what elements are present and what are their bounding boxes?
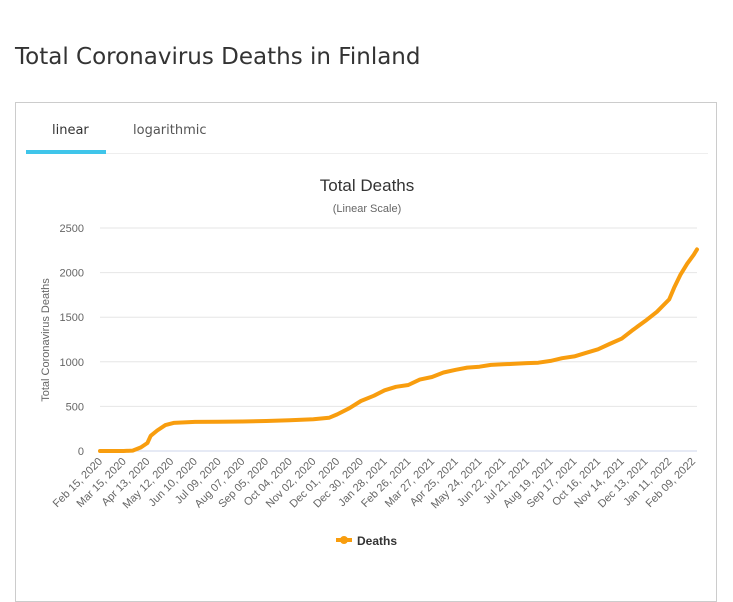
active-tab-indicator [26,150,106,154]
y-tick-label: 1500 [60,312,84,324]
y-tick-label: 1000 [60,357,84,369]
y-axis-label: Total Coronavirus Deaths [40,278,52,402]
chart-title: Total Deaths [320,176,415,195]
tab-logarithmic[interactable]: logarithmic [133,123,207,138]
y-tick-label: 500 [66,401,84,413]
chart-subtitle: (Linear Scale) [333,203,401,215]
legend-marker [340,536,348,544]
y-tick-label: 2500 [60,223,84,235]
page-title: Total Coronavirus Deaths in Finland [15,44,421,70]
y-tick-label: 2000 [60,268,84,280]
legend-item-deaths[interactable]: Deaths [357,534,397,548]
legend[interactable]: Deaths [336,534,397,548]
tab-linear[interactable]: linear [52,123,89,138]
series-line-deaths [98,247,699,453]
y-tick-label: 0 [78,446,84,458]
scale-tabs: linear logarithmic [26,103,708,154]
